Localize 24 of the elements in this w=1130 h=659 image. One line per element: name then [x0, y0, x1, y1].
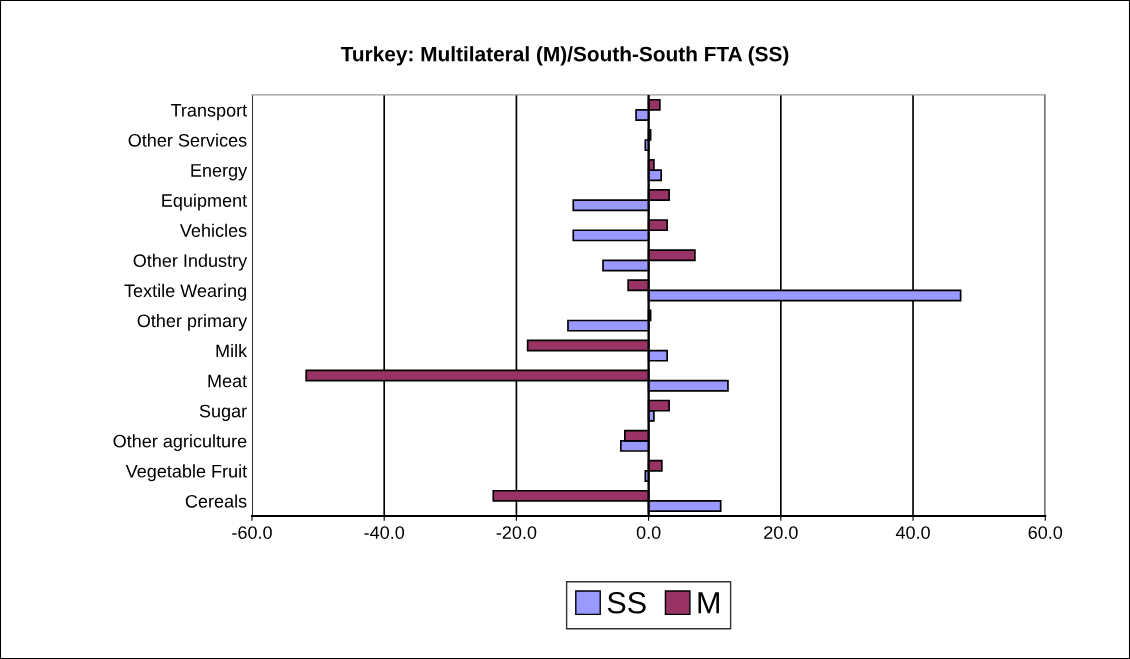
x-tick-label: 0.0 [636, 526, 661, 539]
legend-label: SS [607, 591, 646, 614]
y-tick-label: Transport [170, 104, 247, 121]
y-tick-label: Meat [208, 374, 247, 388]
x-tick-label: -40.0 [364, 526, 405, 539]
legend-label: M [698, 592, 719, 614]
y-tick-label: Vegetable Fruit [125, 464, 247, 482]
chart-title: Turkey: Multilateral (M)/South-South FTA (SS) [340, 46, 789, 66]
x-tick-label: -60.0 [232, 526, 272, 539]
x-tick-label: -20.0 [496, 526, 537, 539]
y-tick-label: Vehicles [179, 223, 247, 237]
y-tick-label: Milk [216, 344, 248, 358]
y-tick-label: Other Services [128, 133, 247, 147]
y-tick-label: Other agriculture [113, 434, 247, 452]
y-tick-label: Other Industry [133, 253, 248, 271]
y-tick-label: Cereals [185, 494, 247, 508]
x-tick-label: 40.0 [895, 526, 930, 539]
y-tick-label: Equipment [162, 193, 247, 211]
x-tick-label: 20.0 [764, 526, 798, 539]
x-tick-label: 60.0 [1028, 526, 1063, 539]
y-tick-label: Other primary [137, 313, 248, 331]
y-tick-label: Sugar [199, 404, 247, 422]
y-tick-label: Textile Wearing [124, 283, 246, 301]
y-tick-label: Energy [191, 164, 248, 181]
